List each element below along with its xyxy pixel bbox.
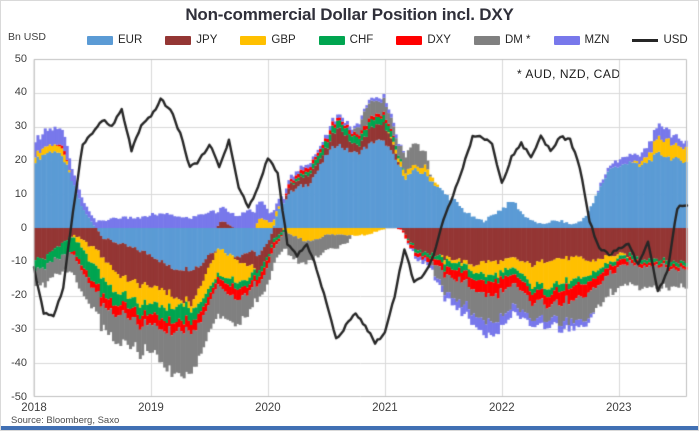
y-tick-label: 0 bbox=[20, 221, 27, 234]
y-tick-label: 40 bbox=[14, 86, 27, 99]
y-tick-label: -10 bbox=[11, 255, 27, 268]
bottom-accent-bar bbox=[1, 426, 698, 430]
y-tick-label: -30 bbox=[11, 322, 27, 335]
y-tick-label: 50 bbox=[14, 52, 27, 65]
x-tick-label: 2022 bbox=[489, 402, 515, 414]
y-tick-label: -40 bbox=[11, 356, 27, 369]
source-credit: Source: Bloomberg, Saxo bbox=[11, 415, 120, 426]
y-tick-label: 30 bbox=[14, 120, 27, 133]
x-tick-label: 2020 bbox=[255, 402, 281, 414]
y-tick-label: -20 bbox=[11, 289, 27, 302]
y-tick-label: 10 bbox=[14, 187, 27, 200]
x-tick-label: 2021 bbox=[372, 402, 398, 414]
y-tick-label: -50 bbox=[11, 390, 27, 403]
y-tick-label: 20 bbox=[14, 153, 27, 166]
x-tick-label: 2023 bbox=[605, 402, 632, 414]
x-tick-label: 2018 bbox=[21, 402, 47, 414]
x-tick-label: 2019 bbox=[138, 402, 164, 414]
